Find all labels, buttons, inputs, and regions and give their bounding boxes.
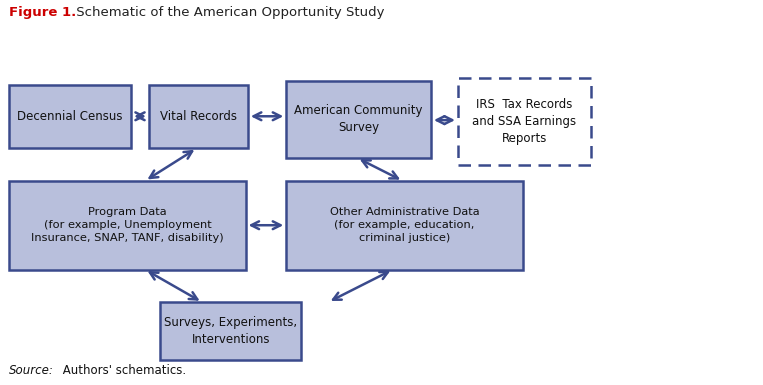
FancyBboxPatch shape — [9, 181, 246, 270]
Text: Vital Records: Vital Records — [160, 110, 237, 123]
Text: IRS  Tax Records
and SSA Earnings
Reports: IRS Tax Records and SSA Earnings Reports — [472, 98, 577, 145]
FancyBboxPatch shape — [286, 181, 523, 270]
FancyBboxPatch shape — [149, 85, 248, 148]
Text: American Community
Survey: American Community Survey — [295, 104, 423, 134]
Text: Other Administrative Data
(for example, education,
criminal justice): Other Administrative Data (for example, … — [330, 207, 479, 243]
FancyBboxPatch shape — [160, 302, 301, 360]
Text: Schematic of the American Opportunity Study: Schematic of the American Opportunity St… — [72, 6, 385, 19]
FancyBboxPatch shape — [286, 81, 431, 158]
FancyBboxPatch shape — [9, 85, 131, 148]
Text: Surveys, Experiments,
Interventions: Surveys, Experiments, Interventions — [164, 316, 298, 346]
Text: Authors' schematics.: Authors' schematics. — [59, 364, 186, 377]
Text: Source:: Source: — [9, 364, 54, 377]
Text: Program Data
(for example, Unemployment
Insurance, SNAP, TANF, disability): Program Data (for example, Unemployment … — [31, 207, 224, 243]
FancyBboxPatch shape — [458, 78, 591, 165]
Text: Decennial Census: Decennial Census — [18, 110, 123, 123]
Text: Figure 1.: Figure 1. — [9, 6, 76, 19]
